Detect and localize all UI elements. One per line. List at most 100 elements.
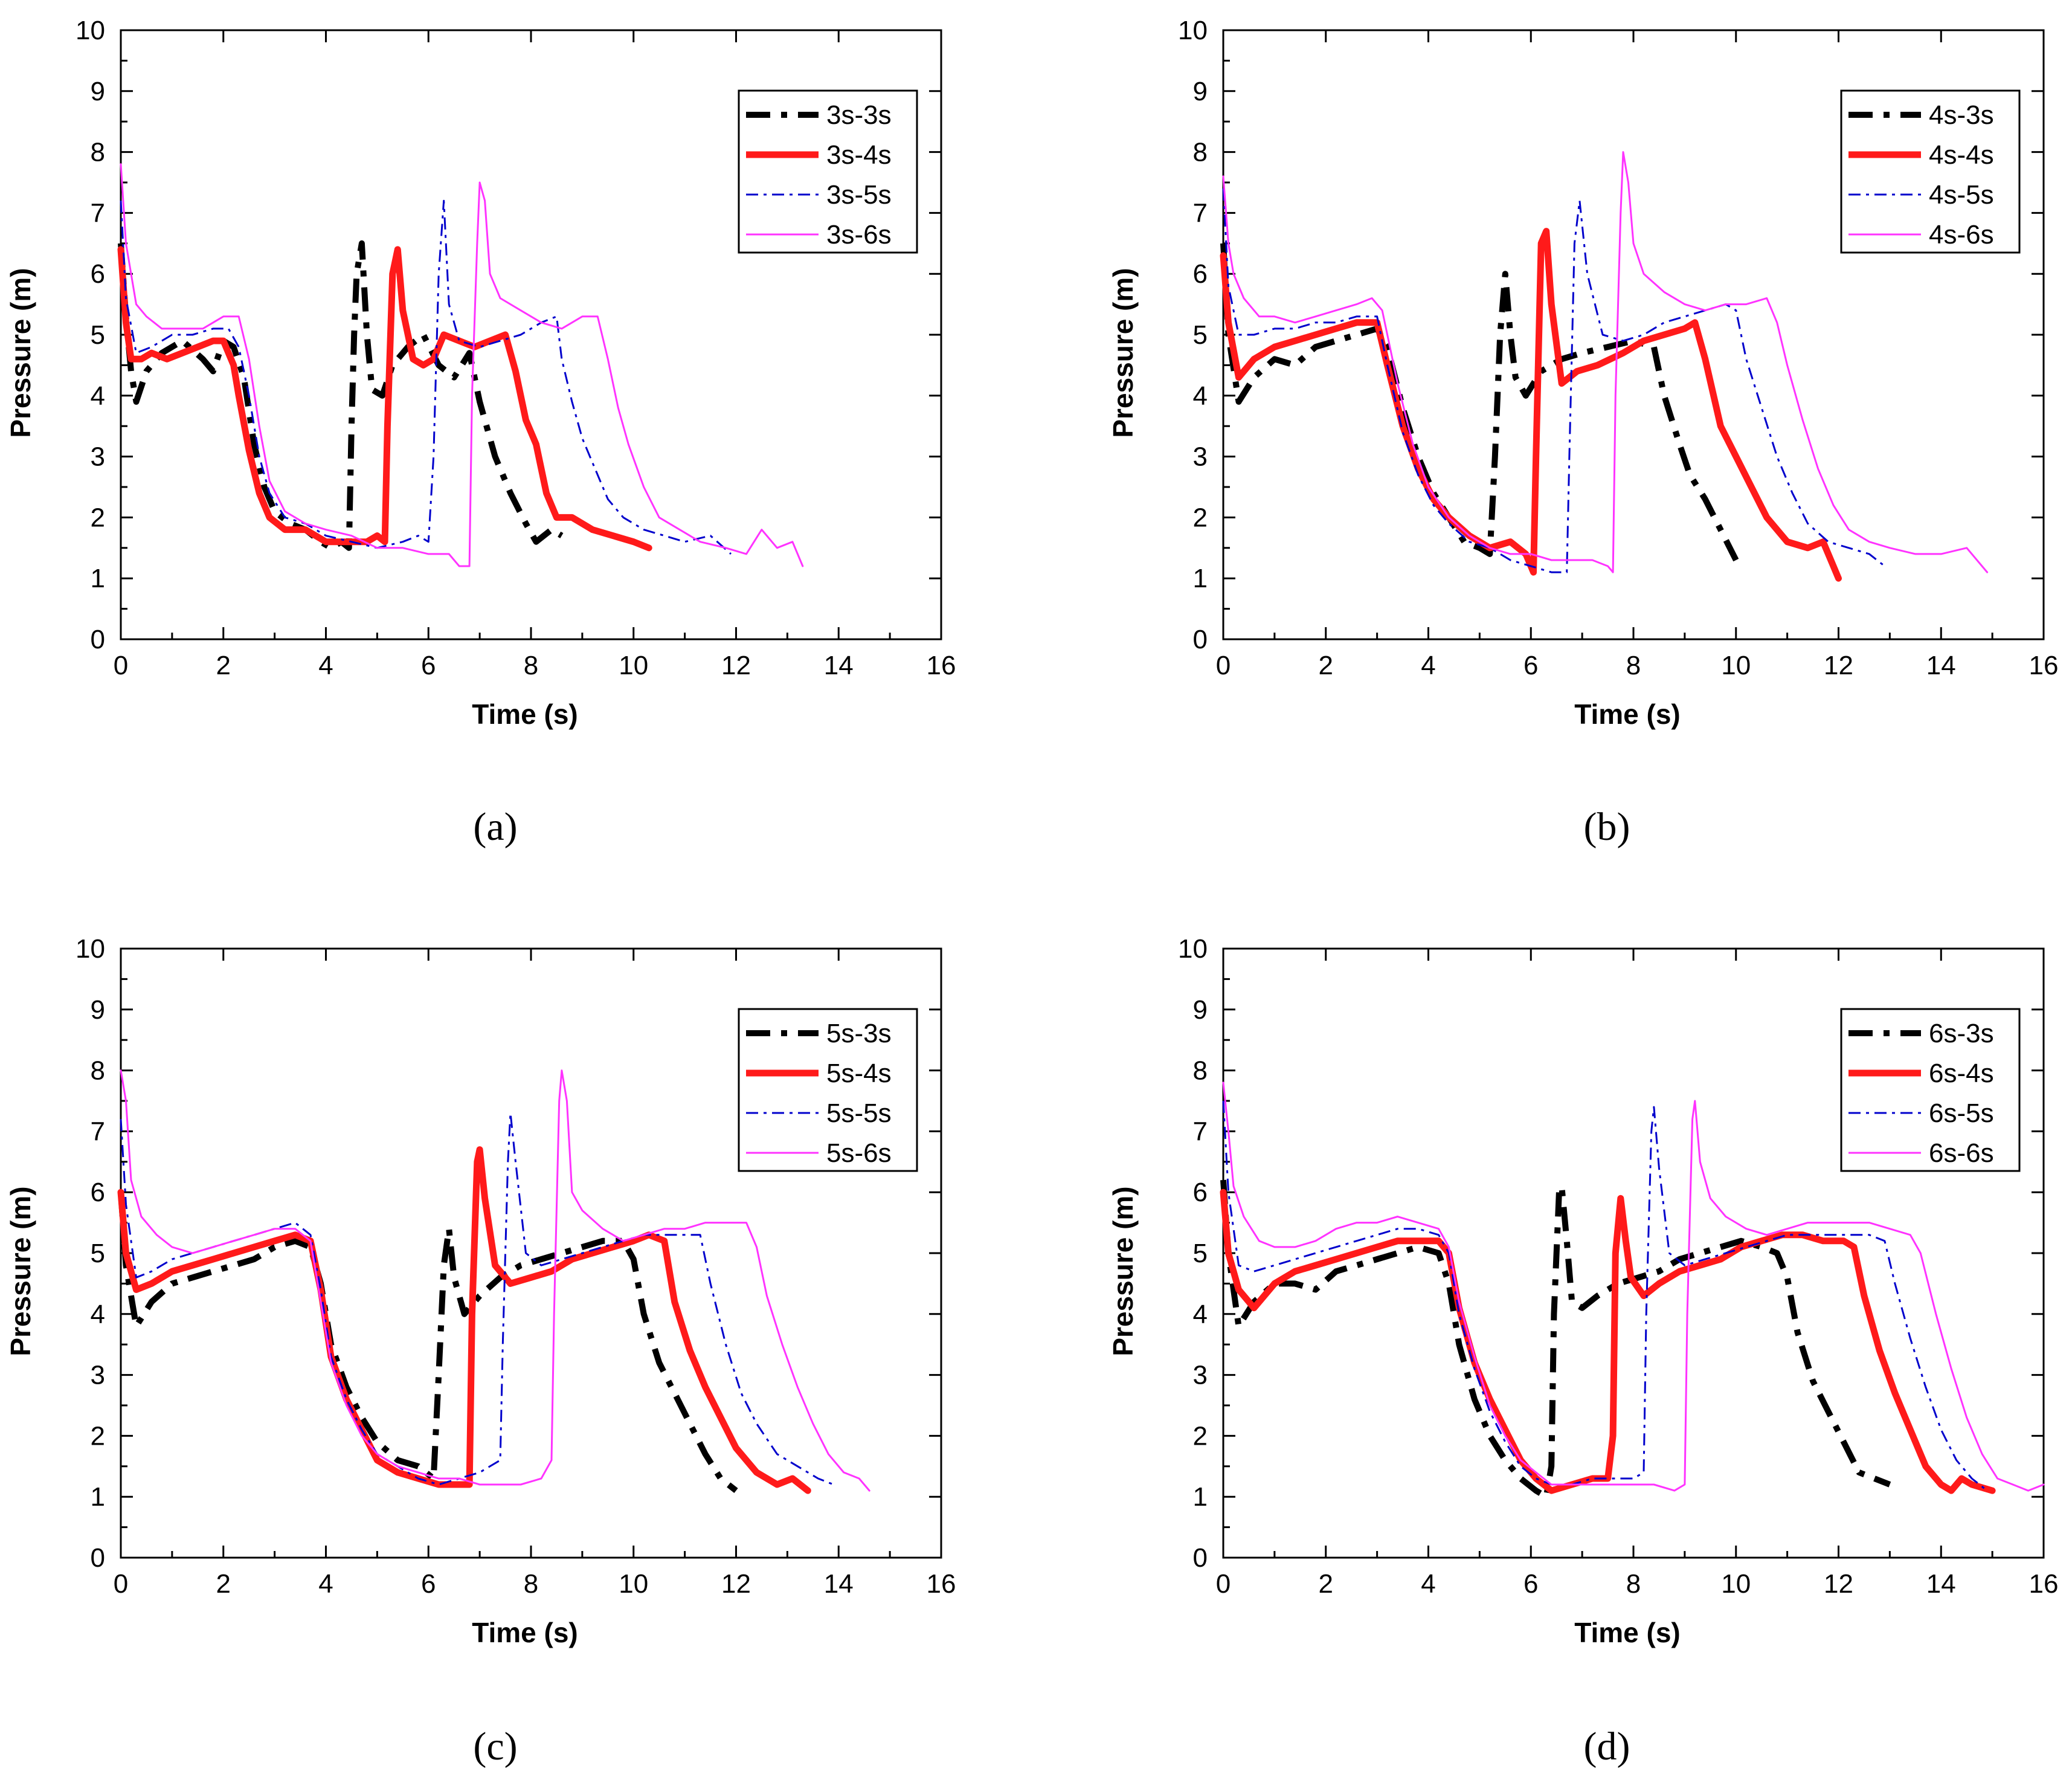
legend-entry: 5s-3s xyxy=(826,1019,892,1048)
x-tick-label: 8 xyxy=(1626,1569,1641,1599)
x-tick-label: 0 xyxy=(114,1569,128,1599)
legend-entry: 6s-3s xyxy=(1929,1019,1994,1048)
y-tick-label: 9 xyxy=(1193,995,1208,1025)
x-tick-label: 4 xyxy=(1421,1569,1435,1599)
x-tick-label: 0 xyxy=(114,651,128,680)
x-tick-label: 10 xyxy=(1721,1569,1751,1599)
series-line-6s-6s xyxy=(1222,1082,2045,1492)
x-tick-label: 0 xyxy=(1216,651,1231,680)
y-tick-label: 2 xyxy=(91,503,105,532)
series-line-3s-5s xyxy=(120,199,732,555)
legend-entry: 3s-3s xyxy=(826,100,892,130)
y-tick-label: 4 xyxy=(91,1300,105,1329)
legend-entry: 3s-4s xyxy=(826,140,892,170)
x-tick-label: 6 xyxy=(421,1569,436,1599)
y-tick-label: 3 xyxy=(91,442,105,472)
panel-caption: (c) xyxy=(473,1724,517,1769)
x-tick-label: 16 xyxy=(927,651,956,680)
y-tick-label: 9 xyxy=(1193,77,1208,106)
y-tick-label: 9 xyxy=(91,77,105,106)
y-tick-label: 8 xyxy=(91,1056,105,1086)
y-tick-label: 3 xyxy=(1193,1361,1208,1390)
y-tick-label: 5 xyxy=(1193,320,1208,350)
y-tick-label: 3 xyxy=(1193,442,1208,472)
y-axis-label: Pressure (m) xyxy=(5,1186,36,1356)
x-axis-label: Time (s) xyxy=(1574,1617,1681,1648)
y-tick-label: 6 xyxy=(91,259,105,289)
x-axis-label: Time (s) xyxy=(472,1617,578,1648)
x-tick-label: 6 xyxy=(1523,651,1538,680)
y-tick-label: 9 xyxy=(91,995,105,1025)
y-tick-label: 6 xyxy=(1193,1178,1208,1207)
series-line-4s-6s xyxy=(1222,151,1989,573)
y-tick-label: 1 xyxy=(1193,1482,1208,1512)
legend-entry: 6s-4s xyxy=(1929,1059,1994,1088)
x-axis-label: Time (s) xyxy=(472,698,578,730)
panel-caption: (a) xyxy=(473,805,517,849)
x-tick-label: 6 xyxy=(1523,1569,1538,1599)
series-line-5s-6s xyxy=(120,1069,870,1492)
series-line-4s-4s xyxy=(1220,228,1842,582)
y-tick-label: 7 xyxy=(1193,1117,1208,1146)
legend-entry: 6s-6s xyxy=(1929,1138,1994,1168)
x-tick-label: 12 xyxy=(1824,1569,1853,1599)
series-line-3s-6s xyxy=(120,163,804,567)
y-axis-label: Pressure (m) xyxy=(5,268,36,437)
legend-entry: 4s-5s xyxy=(1929,180,1994,210)
x-tick-label: 4 xyxy=(318,651,333,680)
series-line-6s-3s xyxy=(1220,1179,1891,1500)
y-tick-label: 0 xyxy=(1193,625,1208,654)
y-tick-label: 10 xyxy=(1178,16,1208,45)
x-tick-label: 4 xyxy=(318,1569,333,1599)
x-tick-label: 2 xyxy=(216,1569,231,1599)
y-tick-label: 8 xyxy=(1193,1056,1208,1086)
series-line-6s-5s xyxy=(1222,1100,1988,1492)
panel-caption: (b) xyxy=(1584,805,1630,849)
x-tick-label: 10 xyxy=(1721,651,1751,680)
y-tick-label: 2 xyxy=(1193,1421,1208,1451)
series-line-4s-3s xyxy=(1220,243,1739,562)
y-tick-label: 2 xyxy=(1193,503,1208,532)
y-tick-label: 4 xyxy=(1193,381,1208,411)
x-tick-label: 2 xyxy=(1319,651,1333,680)
series-line-3s-3s xyxy=(118,240,564,551)
x-tick-label: 14 xyxy=(824,1569,854,1599)
y-tick-label: 4 xyxy=(91,381,105,411)
legend-entry: 3s-6s xyxy=(826,220,892,250)
x-tick-label: 10 xyxy=(619,1569,648,1599)
legend-entry: 5s-5s xyxy=(826,1098,892,1128)
x-tick-label: 12 xyxy=(721,651,751,680)
panel-caption: (d) xyxy=(1584,1724,1630,1769)
legend-entry: 4s-3s xyxy=(1929,100,1994,130)
y-tick-label: 6 xyxy=(91,1178,105,1207)
y-tick-label: 0 xyxy=(91,1543,105,1573)
legend-entry: 5s-4s xyxy=(826,1059,892,1088)
x-tick-label: 12 xyxy=(721,1569,751,1599)
legend-entry: 4s-4s xyxy=(1929,140,1994,170)
y-axis-label: Pressure (m) xyxy=(1107,268,1139,437)
series-line-5s-3s xyxy=(118,1192,738,1494)
series-line-4s-5s xyxy=(1222,189,1885,573)
y-tick-label: 10 xyxy=(76,16,105,45)
y-axis-label: Pressure (m) xyxy=(1107,1186,1139,1356)
y-tick-label: 1 xyxy=(91,564,105,593)
series-line-6s-4s xyxy=(1220,1188,1996,1494)
legend-entry: 6s-5s xyxy=(1929,1098,1994,1128)
x-tick-label: 8 xyxy=(524,651,538,680)
series-line-3s-4s xyxy=(117,246,652,552)
x-tick-label: 14 xyxy=(1926,1569,1956,1599)
x-tick-label: 10 xyxy=(619,651,648,680)
y-tick-label: 0 xyxy=(91,625,105,654)
legend-entry: 5s-6s xyxy=(826,1138,892,1168)
y-tick-label: 4 xyxy=(1193,1300,1208,1329)
y-tick-label: 8 xyxy=(91,138,105,167)
x-tick-label: 12 xyxy=(1824,651,1853,680)
legend-entry: 4s-6s xyxy=(1929,220,1994,250)
series-line-5s-4s xyxy=(117,1146,811,1494)
y-tick-label: 7 xyxy=(91,198,105,228)
legend-entry: 3s-5s xyxy=(826,180,892,210)
y-tick-label: 10 xyxy=(1178,934,1208,964)
